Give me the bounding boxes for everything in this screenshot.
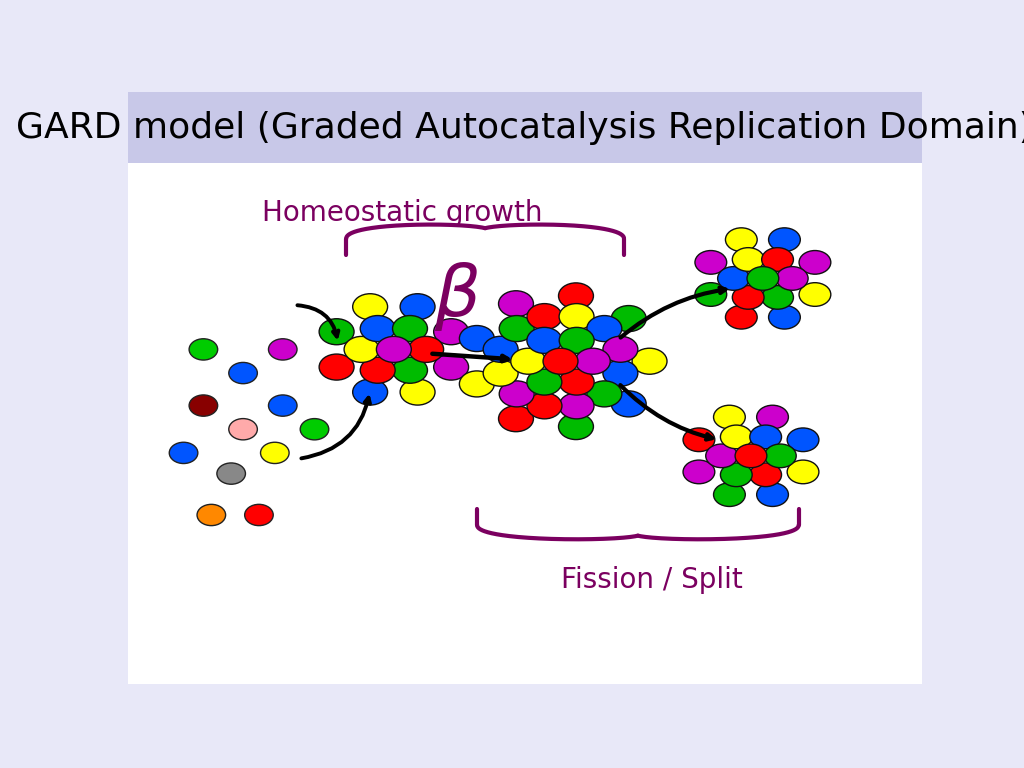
Circle shape (611, 306, 646, 332)
Circle shape (714, 406, 745, 429)
Circle shape (268, 395, 297, 416)
Circle shape (228, 419, 257, 440)
Circle shape (483, 360, 518, 386)
Circle shape (695, 283, 727, 306)
Circle shape (750, 463, 781, 487)
Circle shape (352, 379, 388, 405)
FancyBboxPatch shape (128, 92, 922, 163)
Circle shape (228, 362, 257, 384)
Circle shape (769, 306, 801, 329)
Circle shape (527, 327, 562, 353)
Circle shape (189, 339, 218, 360)
Text: GARD model (Graded Autocatalysis Replication Domain): GARD model (Graded Autocatalysis Replica… (16, 111, 1024, 144)
Circle shape (721, 463, 753, 487)
Circle shape (611, 391, 646, 417)
Circle shape (732, 247, 764, 271)
Circle shape (392, 316, 427, 342)
Circle shape (433, 354, 469, 380)
Circle shape (400, 379, 435, 405)
Circle shape (695, 250, 727, 274)
Circle shape (787, 460, 819, 484)
Circle shape (500, 381, 535, 407)
Circle shape (757, 483, 788, 506)
Circle shape (360, 316, 395, 342)
Circle shape (433, 319, 469, 345)
Circle shape (765, 444, 797, 468)
Circle shape (603, 360, 638, 386)
Circle shape (559, 369, 594, 395)
Circle shape (776, 266, 808, 290)
Circle shape (721, 425, 753, 449)
Circle shape (748, 266, 779, 290)
Circle shape (483, 336, 518, 362)
Circle shape (732, 286, 764, 310)
Circle shape (559, 327, 594, 353)
Circle shape (189, 395, 218, 416)
Circle shape (392, 357, 427, 383)
Circle shape (319, 319, 354, 345)
Circle shape (360, 357, 395, 383)
Circle shape (750, 425, 781, 449)
Circle shape (527, 392, 562, 419)
Circle shape (757, 406, 788, 429)
Text: β: β (434, 262, 480, 331)
Circle shape (706, 444, 737, 468)
Circle shape (245, 505, 273, 525)
Circle shape (499, 291, 534, 316)
Circle shape (575, 348, 610, 374)
Circle shape (300, 419, 329, 440)
Circle shape (725, 228, 757, 251)
Circle shape (799, 283, 830, 306)
Circle shape (718, 266, 750, 290)
Circle shape (632, 348, 667, 374)
Circle shape (603, 336, 638, 362)
Circle shape (527, 369, 562, 395)
Circle shape (352, 293, 388, 319)
Circle shape (683, 460, 715, 484)
Circle shape (769, 228, 801, 251)
Circle shape (587, 316, 622, 342)
Circle shape (260, 442, 289, 464)
Circle shape (762, 247, 794, 271)
Circle shape (217, 463, 246, 485)
Circle shape (559, 303, 594, 329)
Circle shape (197, 505, 225, 525)
Circle shape (511, 348, 546, 374)
Circle shape (460, 371, 495, 397)
Circle shape (587, 381, 622, 407)
Circle shape (527, 303, 562, 329)
Circle shape (787, 428, 819, 452)
Text: Fission / Split: Fission / Split (561, 566, 742, 594)
Circle shape (409, 336, 443, 362)
Circle shape (559, 392, 594, 419)
Circle shape (499, 406, 534, 432)
Circle shape (735, 444, 767, 468)
Circle shape (683, 428, 715, 452)
Circle shape (169, 442, 198, 464)
Circle shape (400, 293, 435, 319)
Circle shape (714, 483, 745, 506)
FancyBboxPatch shape (128, 163, 922, 684)
Text: Homeostatic growth: Homeostatic growth (261, 200, 542, 227)
Circle shape (460, 326, 495, 352)
Circle shape (558, 413, 594, 439)
Circle shape (762, 286, 794, 310)
Circle shape (725, 306, 757, 329)
Circle shape (500, 316, 535, 342)
Circle shape (543, 348, 578, 374)
Circle shape (268, 339, 297, 360)
Circle shape (377, 336, 412, 362)
Circle shape (319, 354, 354, 380)
Circle shape (344, 336, 379, 362)
Circle shape (558, 283, 594, 309)
Circle shape (799, 250, 830, 274)
